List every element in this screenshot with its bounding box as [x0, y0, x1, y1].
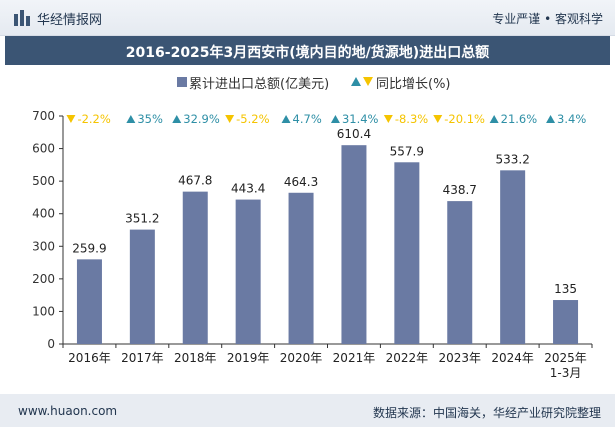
legend-growth-label: 同比增长(%): [376, 77, 451, 92]
legend-bar-label: 累计进出口总额(亿美元): [189, 77, 330, 92]
growth-up-triangle-icon: [489, 115, 499, 123]
growth-label: 32.9%: [183, 112, 220, 126]
legend-down-triangle-icon: [363, 77, 373, 86]
x-tick-label: 2016年: [68, 351, 111, 365]
x-tick-label: 1-3月: [550, 366, 582, 380]
bar: [288, 192, 314, 344]
bar-value-label: 464.3: [284, 175, 318, 189]
bar: [447, 201, 473, 344]
growth-down-triangle-icon: [383, 115, 393, 123]
bar: [235, 199, 261, 344]
x-tick-label: 2020年: [280, 351, 323, 365]
x-tick-label: 2023年: [438, 351, 481, 365]
growth-label: 4.7%: [293, 112, 322, 126]
bar-value-label: 557.9: [390, 144, 424, 158]
growth-label: -5.2%: [236, 112, 269, 126]
logo-icon: [14, 10, 30, 26]
growth-up-triangle-icon: [546, 115, 556, 123]
growth-up-triangle-icon: [330, 115, 340, 123]
bar-value-label: 351.2: [125, 212, 159, 226]
bar: [341, 145, 367, 344]
tagline: 专业严谨 • 客观科学: [492, 12, 603, 26]
y-tick-label: 600: [32, 142, 55, 156]
x-tick-label: 2022年: [386, 351, 429, 365]
growth-label: -20.1%: [444, 112, 485, 126]
bar-value-label: 438.7: [443, 183, 477, 197]
legend-bar-swatch: [177, 77, 187, 87]
growth-label: -8.3%: [395, 112, 428, 126]
footer-website: www.huaon.com: [18, 404, 118, 418]
legend-up-triangle-icon: [351, 77, 361, 86]
y-tick-label: 300: [32, 239, 55, 253]
y-tick-label: 700: [32, 109, 55, 123]
footer-source: 数据来源：中国海关，华经产业研究院整理: [372, 406, 601, 420]
growth-up-triangle-icon: [281, 115, 291, 123]
bar-value-label: 610.4: [337, 127, 371, 141]
bar-value-label: 467.8: [178, 174, 212, 188]
top-bar: 华经情报网 专业严谨 • 客观科学: [0, 0, 615, 36]
chart-title: 2016-2025年3月西安市(境内目的地/货源地)进出口总额: [125, 45, 490, 61]
growth-up-triangle-icon: [172, 115, 182, 123]
x-tick-label: 2019年: [227, 351, 270, 365]
growth-label: -2.2%: [77, 112, 110, 126]
bar-value-label: 443.4: [231, 182, 265, 196]
x-tick-label: 2024年: [491, 351, 534, 365]
x-tick-label: 2018年: [174, 351, 217, 365]
bar: [394, 162, 420, 344]
y-tick-label: 100: [32, 304, 55, 318]
growth-down-triangle-icon: [66, 115, 76, 123]
y-tick-label: 0: [47, 337, 55, 351]
brand-name: 华经情报网: [37, 13, 103, 28]
growth-down-triangle-icon: [433, 115, 443, 123]
y-tick-label: 400: [32, 207, 55, 221]
growth-label: 35%: [137, 112, 163, 126]
growth-up-triangle-icon: [126, 115, 136, 123]
bar-value-label: 533.2: [495, 152, 529, 166]
x-tick-label: 2025年: [544, 351, 587, 365]
bar-value-label: 259.9: [72, 241, 106, 255]
bar-value-label: 135: [554, 282, 577, 296]
growth-down-triangle-icon: [225, 115, 235, 123]
bar: [76, 259, 102, 344]
x-tick-label: 2021年: [333, 351, 376, 365]
x-tick-label: 2017年: [121, 351, 164, 365]
bar: [182, 191, 208, 344]
bar-chart: 0 100 200 300 400 500 600 700 259.9 2016年 -2.2% 351…: [32, 109, 593, 380]
footer: www.huaon.com 数据来源：中国海关，华经产业研究院整理: [0, 394, 615, 427]
bar: [129, 229, 155, 344]
growth-label: 3.4%: [557, 112, 586, 126]
growth-label: 21.6%: [501, 112, 538, 126]
bar: [500, 170, 526, 344]
growth-label: 31.4%: [342, 112, 379, 126]
y-tick-label: 500: [32, 174, 55, 188]
chart-legend: 累计进出口总额(亿美元) 同比增长(%): [0, 73, 615, 92]
title-bar: 2016-2025年3月西安市(境内目的地/货源地)进出口总额: [5, 36, 610, 65]
y-tick-label: 200: [32, 272, 55, 286]
bar: [553, 300, 579, 344]
